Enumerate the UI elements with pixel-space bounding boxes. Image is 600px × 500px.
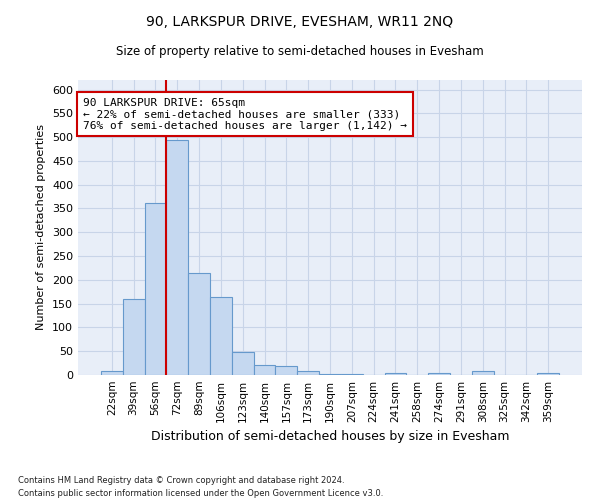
Bar xyxy=(341,374,363,375)
Bar xyxy=(428,372,450,375)
Bar xyxy=(275,366,297,375)
Bar xyxy=(297,371,319,375)
X-axis label: Distribution of semi-detached houses by size in Evesham: Distribution of semi-detached houses by … xyxy=(151,430,509,444)
Text: Contains HM Land Registry data © Crown copyright and database right 2024.: Contains HM Land Registry data © Crown c… xyxy=(18,476,344,485)
Bar xyxy=(166,140,188,375)
Bar xyxy=(537,372,559,375)
Text: 90, LARKSPUR DRIVE, EVESHAM, WR11 2NQ: 90, LARKSPUR DRIVE, EVESHAM, WR11 2NQ xyxy=(146,15,454,29)
Bar xyxy=(188,272,210,375)
Bar xyxy=(319,374,341,375)
Bar xyxy=(101,371,123,375)
Bar xyxy=(472,371,494,375)
Y-axis label: Number of semi-detached properties: Number of semi-detached properties xyxy=(37,124,46,330)
Text: Size of property relative to semi-detached houses in Evesham: Size of property relative to semi-detach… xyxy=(116,45,484,58)
Bar xyxy=(254,364,275,375)
Text: 90 LARKSPUR DRIVE: 65sqm
← 22% of semi-detached houses are smaller (333)
76% of : 90 LARKSPUR DRIVE: 65sqm ← 22% of semi-d… xyxy=(83,98,407,131)
Text: Contains public sector information licensed under the Open Government Licence v3: Contains public sector information licen… xyxy=(18,488,383,498)
Bar xyxy=(232,352,254,375)
Bar xyxy=(210,298,232,375)
Bar xyxy=(123,299,145,375)
Bar xyxy=(145,203,166,375)
Bar xyxy=(385,372,406,375)
